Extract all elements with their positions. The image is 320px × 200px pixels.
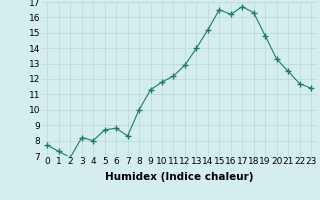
- X-axis label: Humidex (Indice chaleur): Humidex (Indice chaleur): [105, 172, 253, 182]
